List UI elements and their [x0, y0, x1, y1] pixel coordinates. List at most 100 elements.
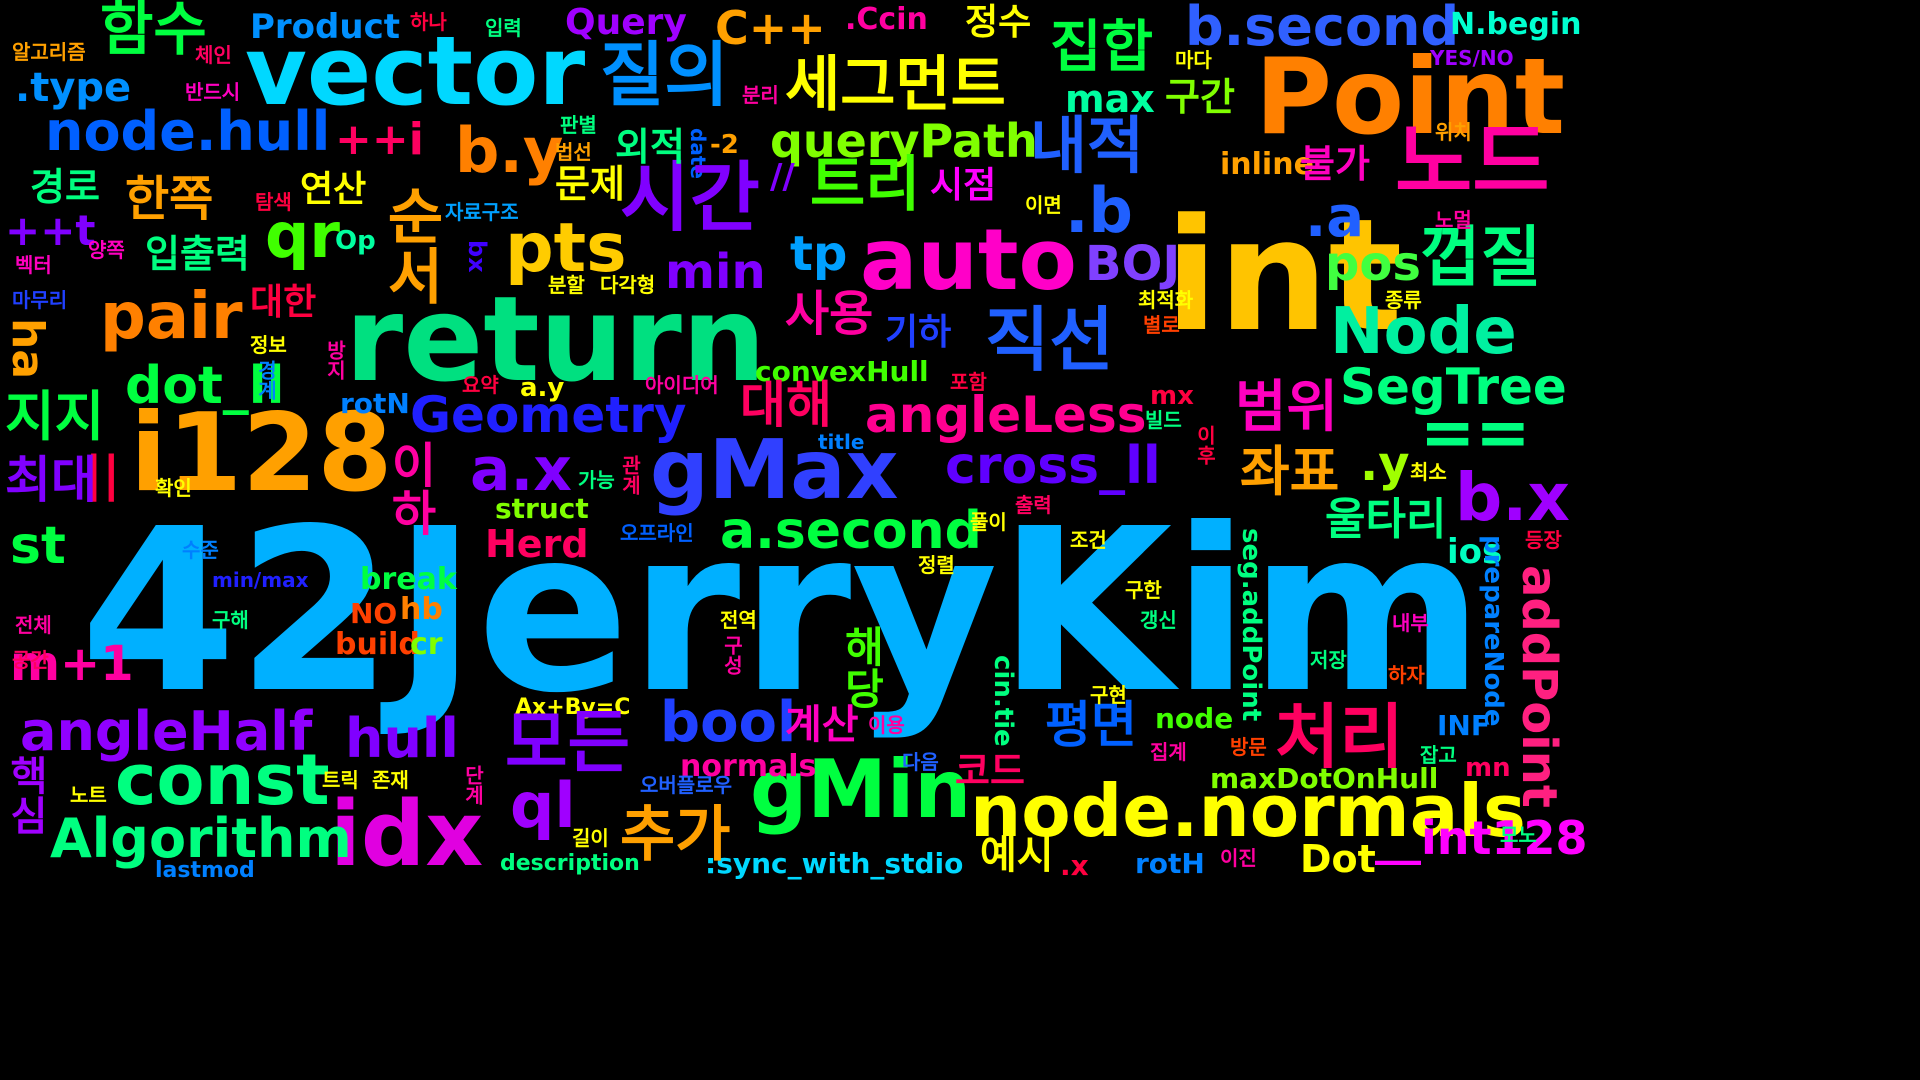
word-teuri: 트리 [810, 150, 921, 220]
word-cross-ll: cross_ll [945, 436, 1161, 496]
word-idx: idx [330, 782, 484, 887]
word-jeongbo: 정보 [250, 333, 287, 357]
word-break: break [360, 562, 457, 597]
word-bulga: 불가 [1300, 142, 1370, 186]
word-sunseo: 순서 [375, 185, 445, 305]
word-mx: mx [1150, 381, 1194, 411]
word-yoyak: 요약 [462, 373, 499, 397]
word-mn: mn [1465, 753, 1511, 783]
word-deungjang: 등장 [1525, 528, 1562, 552]
word-mamuri: 마무리 [12, 288, 68, 312]
word-modeun: 모든 [505, 704, 631, 783]
word-yangjjok: 양쪽 [88, 238, 125, 262]
word-ultari: 울타리 [1325, 494, 1447, 545]
word-chein: 체인 [195, 43, 232, 67]
word-jipgye: 집계 [1150, 740, 1187, 764]
word-panbyeol: 판별 [560, 113, 597, 137]
word-rotn: rotN [340, 387, 410, 420]
word-b-x: b.x [1455, 459, 1570, 536]
word-gyeonggye: 경계 [254, 360, 278, 400]
word-hamsu: 함수 [100, 0, 207, 63]
word-kkeopjil: 껍질 [1420, 219, 1542, 296]
word-jeonche: 전체 [15, 613, 52, 637]
word-addpoint: addPoint [1511, 565, 1567, 808]
word-jaryogujo: 자료구조 [445, 200, 519, 224]
word-gyesan: 계산 [785, 702, 859, 748]
word-algorithm: Algorithm [50, 807, 352, 870]
word-jogeon: 조건 [1070, 528, 1107, 552]
word-dot-type: .type [15, 65, 132, 111]
word-slashes: // [770, 157, 795, 197]
word-pair: pair [100, 280, 243, 354]
word-ipchulryeok: 입출력 [145, 232, 250, 276]
word-gyeongro: 경로 [30, 165, 100, 209]
word-sigan: 시간 [620, 153, 760, 242]
word-jeojang: 저장 [1310, 648, 1347, 672]
word-jiphap: 집합 [1050, 15, 1154, 80]
word-segtree: SegTree [1340, 358, 1567, 416]
word-choejeokhwa: 최적화 [1138, 288, 1194, 312]
word-gwangye: 관계 [618, 455, 642, 495]
word-jongryu: 종류 [1385, 288, 1422, 312]
word-yeonsan: 연산 [300, 169, 367, 210]
word-vector: vector [245, 17, 586, 127]
word-n-begin: N.begin [1450, 7, 1582, 42]
word-jirui: 질의 [600, 34, 729, 116]
word-node-normals: node.normals [970, 769, 1526, 853]
word-query: Query [565, 2, 687, 43]
word-note: 노트 [70, 783, 107, 807]
word-struct: struct [495, 492, 589, 525]
word-dot-ll: dot_ll [125, 356, 285, 416]
word-gmin: gMin [750, 743, 972, 836]
word-a-y: a.y [520, 373, 565, 403]
word-guseong: 구성 [720, 635, 744, 675]
word-byeollo: 별로 [1143, 313, 1180, 337]
word-dot-b: .b [1065, 174, 1133, 247]
word-guhae: 구해 [212, 608, 249, 632]
word-product: Product [250, 7, 400, 47]
word-const: const [115, 739, 330, 821]
word-min-max: min/max [212, 568, 309, 592]
word-title: title [818, 430, 865, 454]
word-axbyc: Ax+By=C [515, 695, 631, 720]
word-preparenode: prepareNode [1478, 535, 1508, 727]
word-node-hull: node.hull [45, 100, 331, 163]
word-haeksim: 핵심 [2, 755, 48, 835]
word-guhyeon: 구현 [1090, 683, 1127, 707]
word-bangmun: 방문 [1230, 735, 1267, 759]
word-dot: Dot [1300, 837, 1376, 881]
word-haja: 하자 [1388, 663, 1425, 687]
word-bunri: 분리 [742, 83, 779, 107]
word-bildeu: 빌드 [1145, 408, 1182, 432]
word-code: 코드 [955, 749, 1025, 793]
word-bunhal: 분할 [548, 273, 585, 297]
word-chulryeok: 출력 [1015, 493, 1052, 517]
word-teurik: 트릭 [322, 768, 359, 792]
word-naebu: 내부 [1392, 611, 1429, 635]
word-sujun: 수준 [182, 538, 219, 562]
word-ihu: 이후 [1193, 425, 1217, 465]
word-ios: ios [1447, 532, 1503, 572]
word-sayong: 사용 [785, 286, 874, 342]
word-jeonyeok: 전역 [720, 608, 757, 632]
word-daehae: 대해 [740, 376, 832, 434]
word-geometry: Geometry [410, 386, 687, 444]
word-roth: rotH [1135, 847, 1205, 880]
word-anglehalf: angleHalf [20, 700, 313, 763]
word-gaengsin: 갱신 [1140, 608, 1177, 632]
word-42jerrykim: 42JerryKim [80, 481, 1484, 743]
word-pos: pos [1325, 236, 1421, 292]
word-herd: Herd [485, 522, 589, 566]
word-oejeok: 외적 [615, 125, 685, 169]
word-hana: 하나 [410, 10, 447, 34]
word-inline: inline [1220, 147, 1314, 182]
word-bx: bx [463, 240, 491, 273]
word-sync-with-stdio: :sync_with_stdio [705, 847, 964, 880]
word-algorithm-ko: 알고리즘 [12, 40, 86, 64]
word-mada: 마다 [1175, 48, 1212, 72]
word-angleless: angleLess [865, 386, 1147, 444]
word-daeum: 다음 [902, 750, 939, 774]
word-i128: i128 [130, 391, 393, 516]
word-jikseon: 직선 [985, 299, 1114, 381]
word-iyong: 이용 [868, 713, 905, 737]
